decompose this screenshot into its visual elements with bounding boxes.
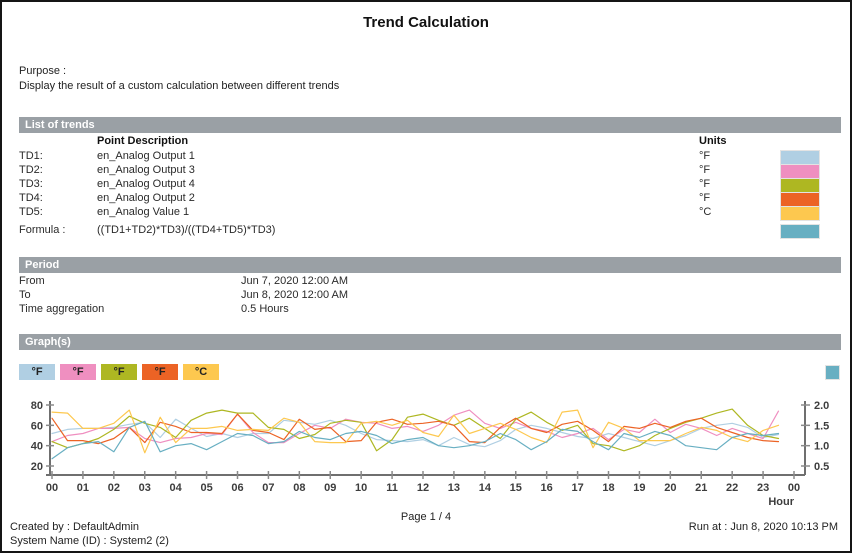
trends-table-header-row: Point Description Units (19, 134, 845, 148)
trend-unit: °F (699, 164, 711, 176)
svg-text:20: 20 (31, 461, 43, 473)
svg-text:22: 22 (726, 482, 738, 494)
purpose-section: Purpose : Display the result of a custom… (19, 64, 339, 94)
legend-chip: °F (19, 364, 55, 380)
period-value: Jun 7, 2020 12:00 AM (241, 275, 349, 287)
trend-description: en_Analog Value 1 (97, 206, 190, 218)
svg-text:00: 00 (788, 482, 800, 494)
formula-label: Formula : (19, 224, 66, 236)
table-row: TD2: en_Analog Output 3 °F (19, 163, 845, 179)
legend-chip: °C (183, 364, 219, 380)
svg-text:05: 05 (200, 482, 212, 494)
trend-unit: °F (699, 192, 711, 204)
legend-chip: °F (142, 364, 178, 380)
svg-text:01: 01 (77, 482, 89, 494)
formula-legend-chip (825, 365, 840, 380)
period-label: To (19, 289, 31, 301)
svg-text:04: 04 (170, 482, 183, 494)
trend-unit: °F (699, 178, 711, 190)
svg-text:12: 12 (417, 482, 429, 494)
purpose-label: Purpose : (19, 65, 67, 77)
svg-text:16: 16 (541, 482, 553, 494)
svg-text:02: 02 (108, 482, 120, 494)
period-row: Time aggregation 0.5 Hours (19, 302, 619, 316)
svg-text:15: 15 (510, 482, 522, 494)
svg-text:06: 06 (231, 482, 243, 494)
trend-id: TD2: (19, 164, 43, 176)
page-title: Trend Calculation (363, 14, 489, 31)
svg-text:20: 20 (664, 482, 676, 494)
period-value: Jun 8, 2020 12:00 AM (241, 289, 349, 301)
trend-id: TD1: (19, 150, 43, 162)
formula-expression: ((TD1+TD2)*TD3)/((TD4+TD5)*TD3) (97, 224, 276, 236)
col-header-point-description: Point Description (97, 135, 189, 147)
formula-color-swatch (780, 224, 820, 239)
footer-created-by: Created by : DefaultAdmin (10, 521, 140, 533)
col-header-units: Units (699, 135, 727, 147)
svg-text:21: 21 (695, 482, 707, 494)
trend-description: en_Analog Output 4 (97, 178, 195, 190)
svg-text:1.0: 1.0 (814, 441, 829, 453)
svg-text:1.5: 1.5 (814, 420, 829, 432)
svg-text:00: 00 (46, 482, 58, 494)
svg-text:40: 40 (31, 441, 43, 453)
svg-text:19: 19 (633, 482, 645, 494)
table-row: TD1: en_Analog Output 1 °F (19, 149, 845, 165)
footer-system-name: System Name (ID) : System2 (2) (10, 535, 169, 547)
trend-id: TD3: (19, 178, 43, 190)
section-header-list-of-trends: List of trends (19, 117, 841, 133)
svg-text:Hour: Hour (768, 496, 794, 508)
trend-color-swatch (780, 206, 820, 221)
trend-id: TD5: (19, 206, 43, 218)
svg-text:13: 13 (448, 482, 460, 494)
trend-chart: 80 60 40 20 2.0 1.5 1.0 0.5 00 01 02 03 04 05 06 07 08 09… (2, 394, 850, 518)
trend-unit: °C (699, 206, 712, 218)
svg-text:07: 07 (262, 482, 274, 494)
svg-text:80: 80 (31, 400, 43, 412)
period-label: Time aggregation (19, 303, 105, 315)
trend-description: en_Analog Output 3 (97, 164, 195, 176)
period-label: From (19, 275, 45, 287)
footer-run-at: Run at : Jun 8, 2020 10:13 PM (688, 521, 838, 533)
svg-text:17: 17 (571, 482, 583, 494)
svg-text:10: 10 (355, 482, 367, 494)
trend-description: en_Analog Output 1 (97, 150, 195, 162)
table-row: TD3: en_Analog Output 4 °F (19, 177, 845, 193)
table-row: TD4: en_Analog Output 2 °F (19, 191, 845, 207)
legend-chip: °F (60, 364, 96, 380)
formula-row: Formula : ((TD1+TD2)*TD3)/((TD4+TD5)*TD3… (19, 223, 845, 239)
trend-unit: °F (699, 150, 711, 162)
chart-legend: °F °F °F °F °C (19, 364, 219, 380)
page-number: Page 1 / 4 (400, 511, 452, 523)
period-value: 0.5 Hours (241, 303, 289, 315)
period-row: From Jun 7, 2020 12:00 AM (19, 274, 619, 288)
table-row: TD5: en_Analog Value 1 °C (19, 205, 845, 221)
svg-text:23: 23 (757, 482, 769, 494)
svg-text:60: 60 (31, 420, 43, 432)
trend-description: en_Analog Output 2 (97, 192, 195, 204)
legend-chip: °F (101, 364, 137, 380)
svg-text:03: 03 (139, 482, 151, 494)
svg-text:09: 09 (324, 482, 336, 494)
svg-text:14: 14 (479, 482, 492, 494)
purpose-text: Display the result of a custom calculati… (19, 80, 340, 92)
svg-text:11: 11 (386, 482, 398, 494)
svg-text:08: 08 (293, 482, 305, 494)
period-row: To Jun 8, 2020 12:00 AM (19, 288, 619, 302)
trends-table: Point Description Units TD1: en_Analog O… (19, 134, 845, 244)
section-header-graphs: Graph(s) (19, 334, 841, 350)
svg-text:0.5: 0.5 (814, 461, 829, 473)
svg-text:18: 18 (602, 482, 614, 494)
trend-id: TD4: (19, 192, 43, 204)
section-header-period: Period (19, 257, 841, 273)
trend-chart-svg: 80 60 40 20 2.0 1.5 1.0 0.5 00 01 02 03 04 05 06 07 08 09… (31, 400, 830, 508)
svg-text:2.0: 2.0 (814, 400, 829, 412)
